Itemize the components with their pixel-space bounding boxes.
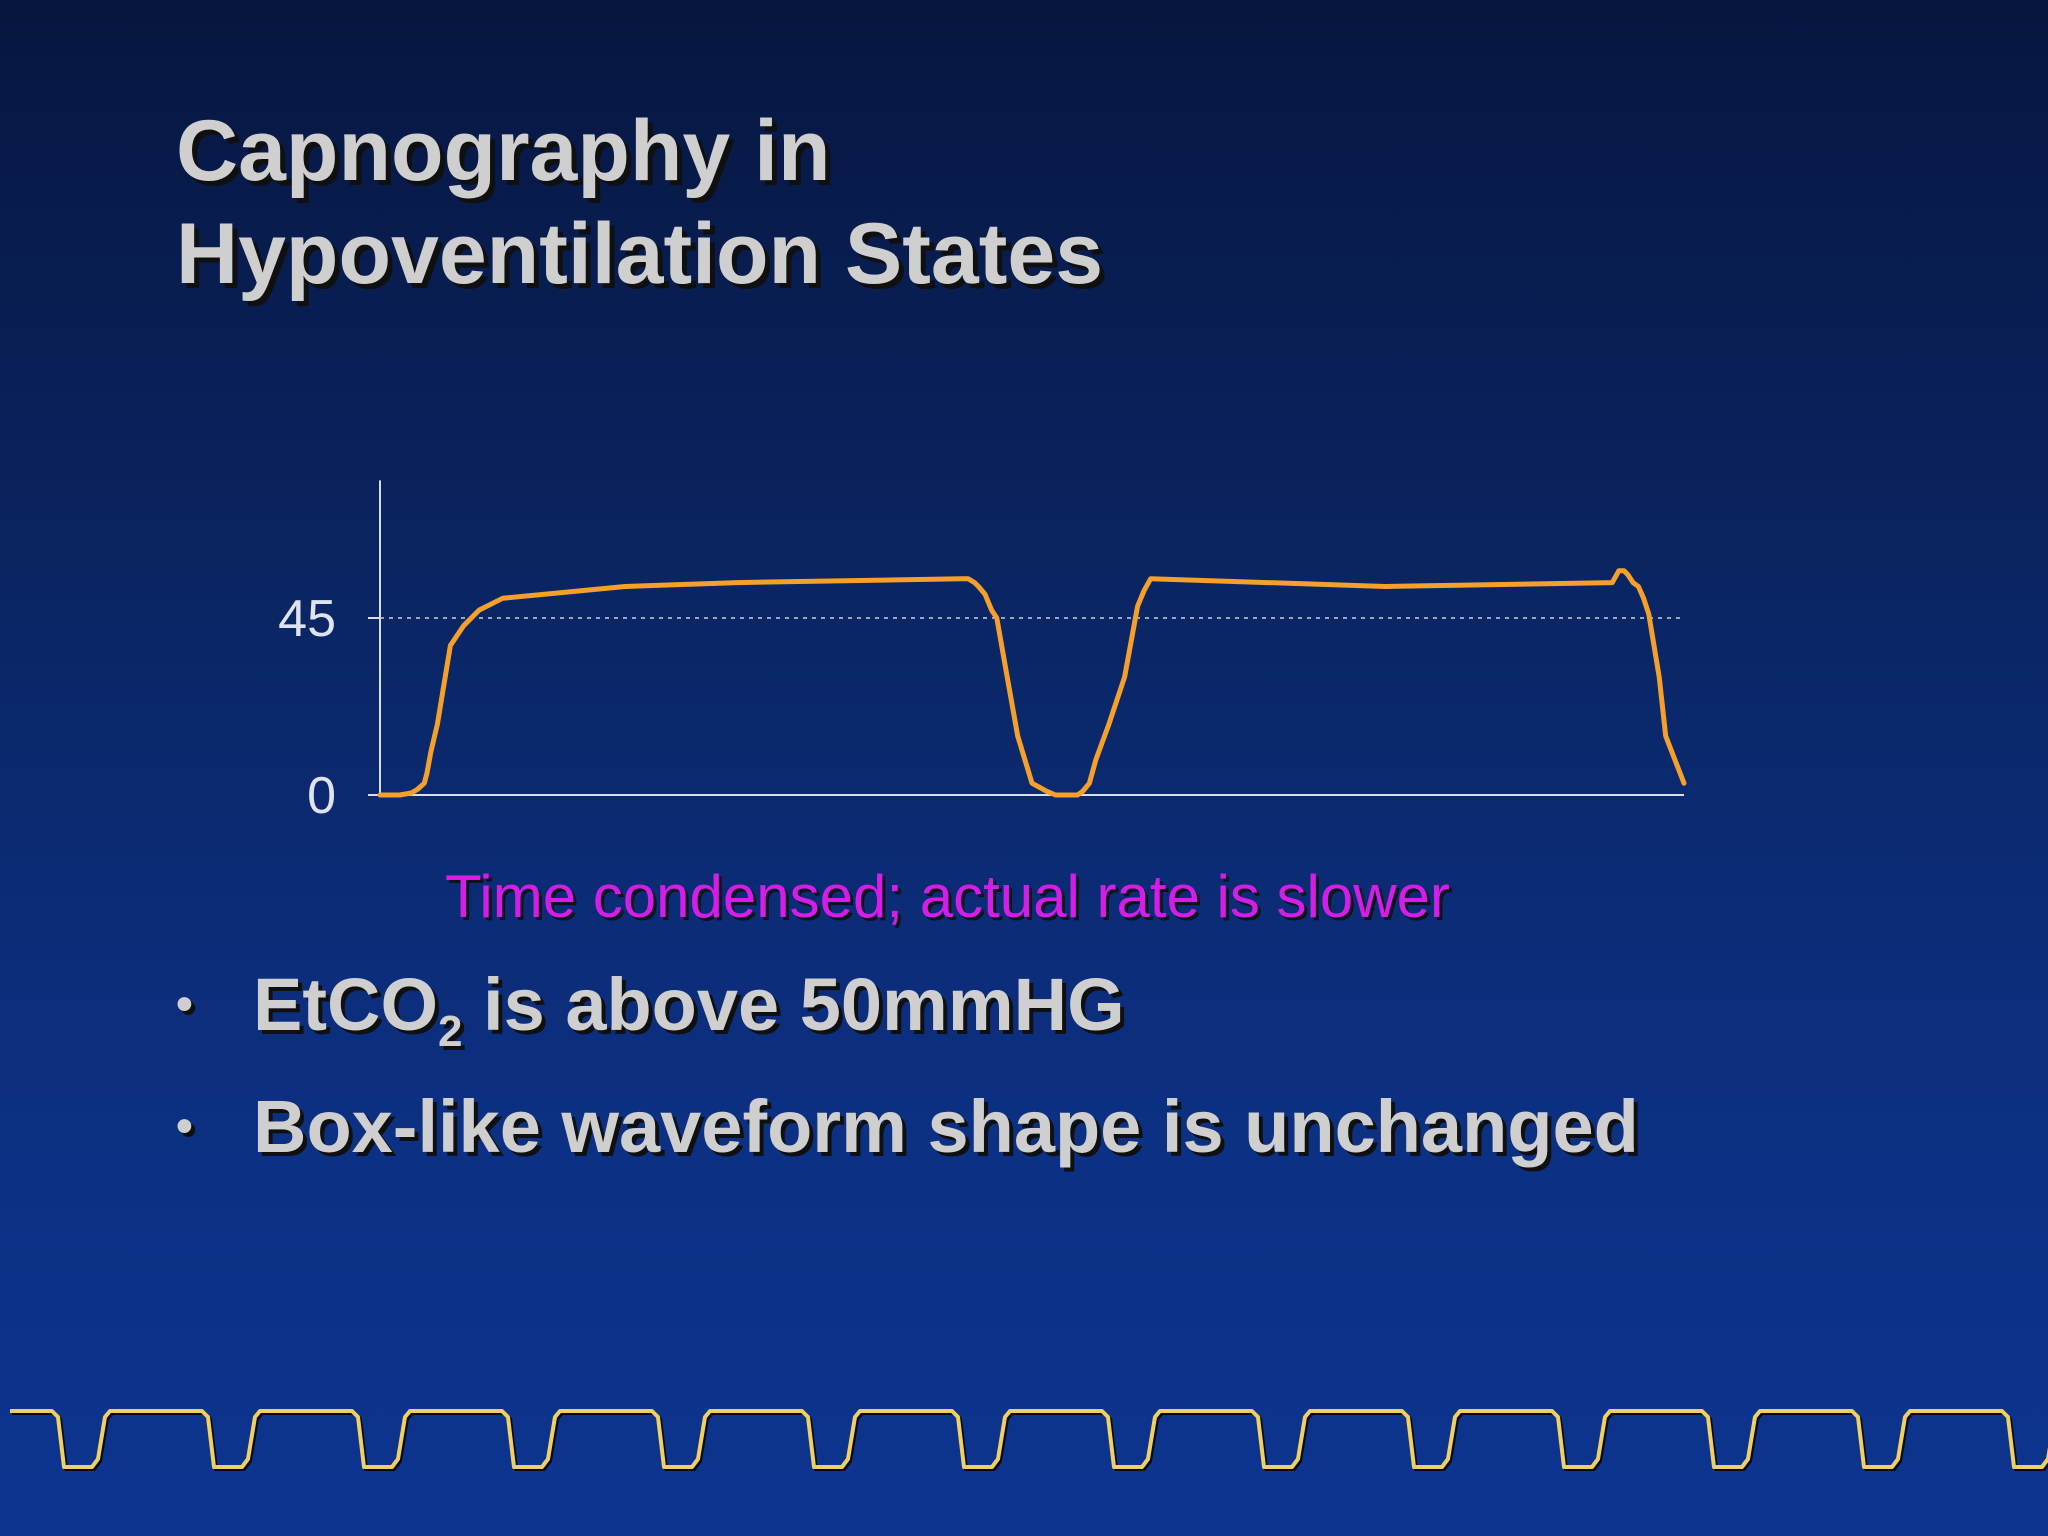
capnography-waveform-chart: 45 0 [278,480,1687,825]
chart-series-line [377,568,1687,798]
bullet-etco2-prefix: EtCO [253,963,438,1046]
footer-wave-shadow [12,1411,2048,1471]
bullet-dot-icon: • [176,1100,193,1153]
bullet-etco2-suffix: is above 50mmHG [462,963,1125,1046]
chart-axes [379,480,1684,796]
slide-title: Capnography in Hypoventilation States [176,100,1103,306]
chart-series [377,568,1687,798]
chart-caption: Time condensed; actual rate is slower [445,863,1450,930]
chart-y-tick-label: 0 [307,767,336,825]
bullet-dot-icon: • [176,978,193,1031]
bullet-list: • EtCO2 is above 50mmHG • Box-like wavefor… [176,955,1639,1199]
slide-title-line-1: Capnography in [176,103,831,199]
chart-y-tick-label: 45 [278,590,336,648]
slide-title-line-2: Hypoventilation States [176,206,1104,302]
bullet-waveform-text: Box-like waveform shape is unchanged [253,1085,1639,1168]
bullet-item-etco2: • EtCO2 is above 50mmHG [176,955,1639,1077]
footer-wave-line [10,1409,2048,1469]
chart-tick-labels: 45 0 [278,590,380,825]
bullet-item-waveform-shape: • Box-like waveform shape is unchanged [176,1077,1639,1199]
footer-capnogram-decoration [10,1409,2048,1471]
bullet-etco2-subscript: 2 [438,1007,463,1056]
